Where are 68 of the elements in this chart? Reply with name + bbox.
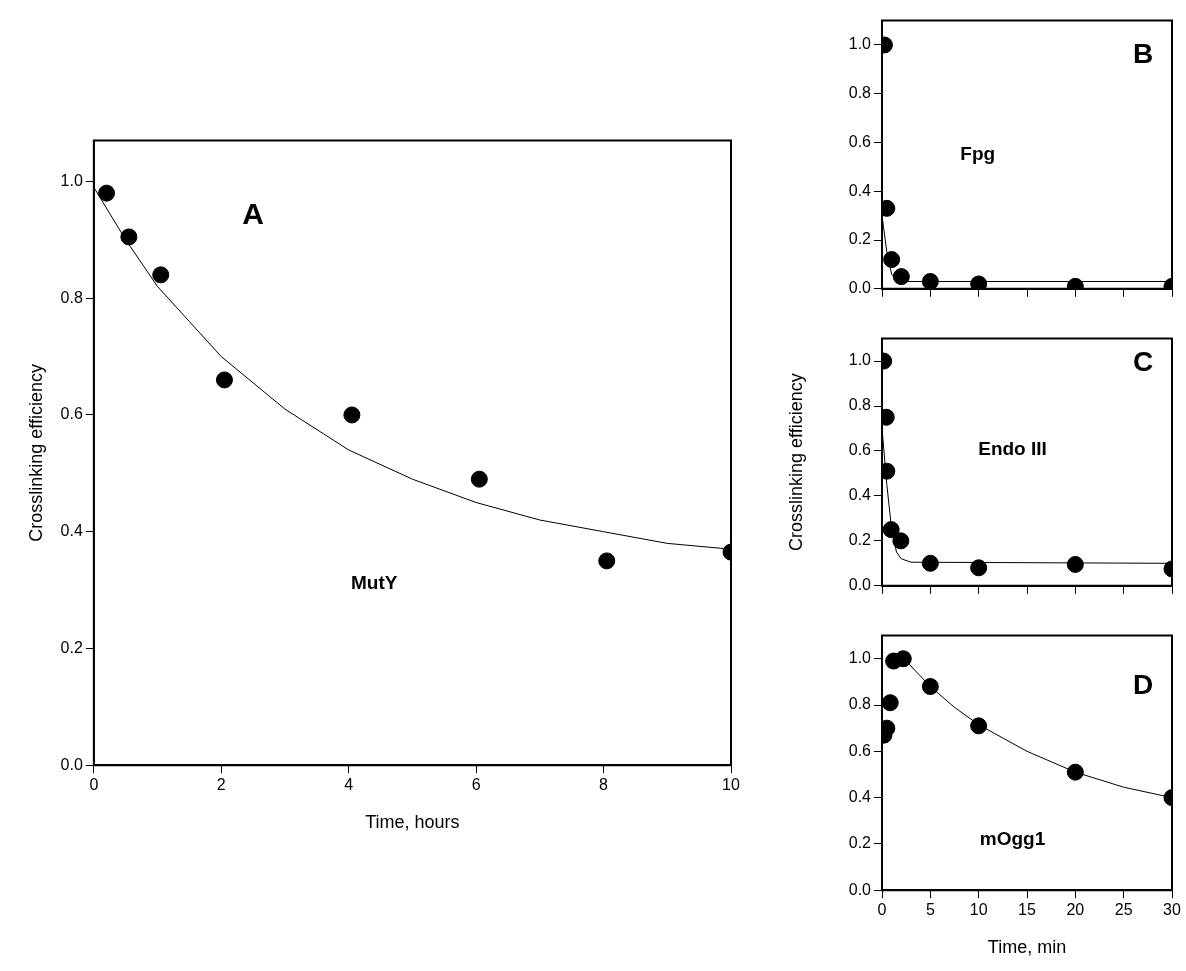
y-tick-label: 0.2 [848, 834, 872, 852]
y-tick-label: 0.8 [848, 84, 872, 102]
point [1066, 555, 1084, 573]
point [894, 650, 912, 668]
annotation: A [242, 196, 264, 230]
point [470, 470, 488, 488]
point [970, 717, 988, 735]
point [882, 694, 899, 712]
y-tick-label: 0.8 [848, 695, 872, 713]
point [343, 406, 361, 424]
point [152, 266, 170, 284]
x-tick-label: 15 [1018, 901, 1036, 919]
point [215, 371, 233, 389]
annotation: D [1132, 669, 1154, 701]
x-axis-title: Time, hours [365, 812, 460, 833]
annotation: Endo III [978, 438, 1047, 460]
x-tick-label: 30 [1163, 901, 1181, 919]
point [892, 268, 910, 286]
point [892, 532, 910, 550]
y-tick-label: 0.8 [60, 288, 83, 306]
x-tick-label: 2 [216, 776, 226, 794]
annotation: mOgg1 [979, 827, 1046, 849]
annotation: C [1132, 346, 1154, 378]
x-tick-label: 10 [722, 776, 740, 794]
x-tick-label: 8 [599, 776, 609, 794]
annotation: MutY [350, 572, 398, 594]
y-tick-label: 0.6 [60, 405, 83, 423]
point [921, 272, 939, 289]
x-tick-label: 10 [969, 901, 988, 919]
y-tick-label: 0.6 [848, 741, 872, 759]
y-tick-label: 0.6 [848, 132, 872, 150]
y-tick-label: 0.4 [60, 522, 83, 540]
point [120, 228, 138, 246]
y-tick-label: 1.0 [848, 351, 872, 369]
y-tick-label: 0.0 [848, 279, 872, 297]
point [970, 559, 988, 577]
point [921, 678, 939, 696]
y-tick-label: 0.4 [848, 181, 872, 199]
y-tick-label: 0.2 [848, 230, 872, 248]
y-tick-label: 0.2 [60, 638, 83, 656]
y-tick-label: 0.4 [848, 486, 872, 504]
y-tick-label: 1.0 [848, 649, 872, 667]
x-tick-label: 0 [89, 776, 99, 794]
x-tick-label: 4 [344, 776, 354, 794]
annotation: Fpg [960, 142, 996, 164]
x-tick-label: 25 [1114, 901, 1133, 919]
point [98, 184, 116, 202]
y-axis-title: Crosslinking efficiency [25, 364, 46, 542]
x-tick-label: 6 [471, 776, 481, 794]
y-tick-label: 0.8 [848, 396, 872, 414]
y-tick-label: 0.6 [848, 441, 872, 459]
point [598, 552, 616, 570]
y-tick-label: 1.0 [60, 171, 83, 189]
point [921, 554, 939, 572]
y-tick-label: 0.0 [848, 576, 872, 594]
x-axis-title: Time, min [987, 937, 1067, 958]
x-tick-label: 20 [1066, 901, 1085, 919]
y-axis-title: Crosslinking efficiency [785, 373, 806, 552]
y-tick-label: 0.2 [848, 531, 872, 549]
point [883, 251, 901, 269]
y-tick-label: 1.0 [848, 35, 872, 53]
x-tick-label: 5 [925, 901, 935, 919]
y-tick-label: 0.0 [60, 755, 83, 773]
x-tick-label: 0 [877, 901, 887, 919]
y-tick-label: 0.4 [848, 788, 872, 806]
point [970, 275, 988, 289]
annotation: B [1132, 38, 1154, 70]
y-tick-label: 0.0 [848, 880, 872, 898]
